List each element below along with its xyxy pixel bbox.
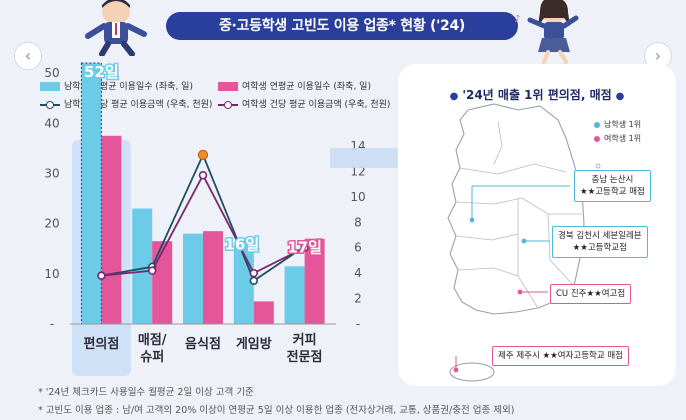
category-label: 음식점 [185, 336, 221, 352]
legend-label: 여학생 건당 평균 이용금액 (우축, 천원) [242, 100, 391, 110]
callout-line: 제주 제주시 ★★여자고등학교 매점 [498, 351, 624, 361]
line-point-girl [198, 171, 208, 180]
footnote-1: * '24년 체크카드 사용일수 월평균 2일 이상 고객 기준 [38, 387, 254, 398]
footnote-2: * 고빈도 이용 업종 : 남/여 고객의 20% 이상이 연평균 5일 이상 … [38, 405, 515, 416]
line-point-girl [249, 268, 259, 278]
bar-highlight-outline [80, 62, 102, 325]
right-axis-tick: 6 [354, 241, 362, 255]
category-label: 매점/ [138, 333, 167, 348]
swatch-icon [218, 82, 238, 91]
map-callout-jinju: CU 진주★★여고점 [550, 284, 632, 304]
legend-item-girl-days: 여학생 연평균 이용일수 (좌축, 일) [218, 80, 371, 94]
bar-girl [304, 238, 325, 324]
bar-girl [203, 231, 223, 324]
chevron-right-icon: › [654, 46, 662, 65]
svg-text:♪: ♪ [514, 14, 520, 25]
left-axis-tick: 40 [44, 116, 59, 130]
right-axis-tick: - [356, 317, 360, 331]
category-label: 슈퍼 [140, 350, 164, 365]
bar-boy [81, 63, 102, 325]
callout-line: CU 진주★★여고점 [556, 289, 626, 299]
bullet-icon: ● [615, 91, 625, 102]
line-point-boy [249, 276, 259, 285]
bar-boy [183, 233, 203, 324]
callout-line: ★★고등학교 매점 [580, 187, 645, 197]
category-label: 편의점 [83, 336, 119, 352]
bullet-icon: ● [449, 91, 459, 102]
swatch-icon [40, 82, 60, 91]
map-callout-jeju: 제주 제주시 ★★여자고등학교 매점 [492, 346, 630, 366]
boy-student-illustration-icon [85, 0, 147, 56]
peak-marker [197, 149, 209, 160]
map-legend-boy: 남학생 1위 [594, 118, 641, 132]
category-label: 게임방 [236, 336, 272, 352]
map-legend: 남학생 1위 여학생 1위 [594, 118, 641, 146]
left-axis-tick: 10 [44, 267, 59, 281]
dot-icon [594, 135, 600, 142]
map-legend-label: 여학생 1위 [604, 134, 642, 143]
prev-slide-button[interactable]: ‹ [14, 42, 42, 70]
map-legend-label: 남학생 1위 [604, 120, 642, 129]
right-axis-tick: 4 [354, 266, 362, 280]
legend-label: 남학생 건당 평균 이용금액 (우축, 천원) [64, 100, 213, 110]
chevron-left-icon: ‹ [24, 46, 32, 65]
category-label: 전문점 [287, 349, 323, 365]
legend-label: 남학생 연평균 이용일수 (좌축, 일) [64, 82, 193, 92]
bar-boy [132, 208, 153, 324]
line-marker-icon [40, 100, 60, 109]
map-panel: ● '24년 매출 1위 편의점, 매점 ● 남학생 1위 여학생 1위 [398, 64, 676, 386]
callout-line: 경북 김천시 세븐일레븐 [558, 231, 642, 241]
legend-item-boy-days: 남학생 연평균 이용일수 (좌축, 일) [40, 80, 193, 94]
line-point-girl [148, 266, 157, 275]
legend-item-boy-amount: 남학생 건당 평균 이용금액 (우축, 천원) [40, 98, 212, 112]
bar-girl [101, 135, 122, 324]
line-point-girl [97, 271, 106, 280]
map-callout-nonsan: 충남 논산시 ★★고등학교 매점 [574, 170, 651, 202]
category-label: 커피 [293, 333, 317, 348]
callout-line: 충남 논산시 [591, 175, 634, 185]
map-title-text: '24년 매출 1위 편의점, 매점 [462, 88, 612, 102]
left-axis-tick: - [50, 317, 54, 331]
right-axis-tick: 2 [354, 292, 362, 306]
map-callout-gimcheon: 경북 김천시 세븐일레븐 ★★고등학교점 [552, 226, 648, 258]
line-marker-icon [218, 100, 238, 109]
line-point-girl [300, 243, 309, 252]
data-label: 52일 [84, 63, 119, 81]
right-axis-tick: 8 [354, 215, 362, 229]
legend-label: 여학생 연평균 이용일수 (좌축, 일) [242, 82, 371, 92]
dot-icon [594, 121, 600, 128]
data-label: 17일 [287, 239, 322, 257]
girl-student-illustration-icon: ♪ [514, 0, 579, 64]
left-axis-tick: 50 [44, 66, 59, 80]
page-title: 중·고등학생 고빈도 이용 업종* 현황 ('24) [166, 12, 518, 40]
left-axis-tick: 20 [44, 217, 59, 231]
data-label: 16일 [224, 236, 259, 254]
bar-girl [253, 301, 274, 324]
legend-item-girl-amount: 여학생 건당 평균 이용금액 (우축, 천원) [218, 98, 390, 112]
korea-map-icon [447, 103, 601, 382]
right-axis-tick: 10 [350, 190, 365, 204]
map-title: ● '24년 매출 1위 편의점, 매점 ● [398, 86, 676, 103]
map-legend-girl: 여학생 1위 [594, 132, 641, 146]
bar-boy [284, 266, 305, 324]
left-axis-tick: 30 [44, 166, 59, 180]
callout-line: ★★고등학교점 [572, 243, 627, 253]
